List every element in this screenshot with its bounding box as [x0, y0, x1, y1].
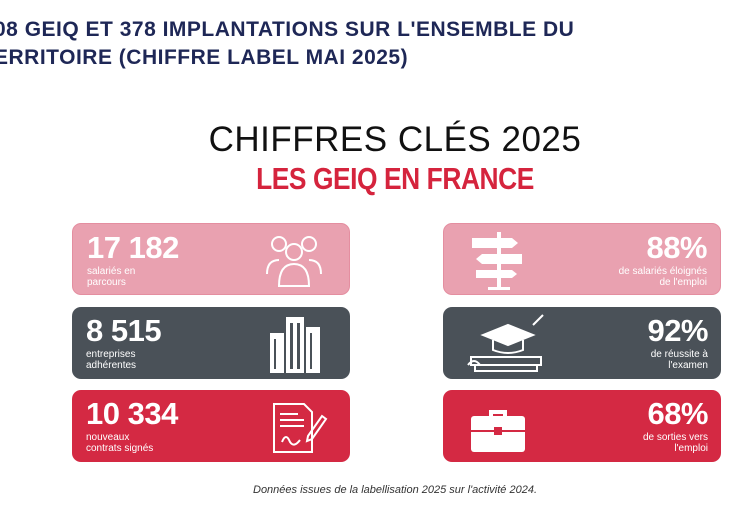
header-line: 08 GEIQ ET 378 IMPLANTATIONS SUR L'ENSEM…	[0, 18, 575, 41]
stat-label: salariés en parcours	[87, 266, 135, 288]
label-line: l'emploi	[674, 443, 708, 454]
stat-card: 92% de réussite à l'examen	[443, 307, 721, 379]
label-line: nouveaux	[86, 432, 130, 443]
stat-label: de salariés éloignés de l'emploi	[619, 266, 707, 288]
stat-value: 8 515	[86, 313, 162, 348]
stat-value: 88%	[646, 230, 707, 265]
stat-card: 68% de sorties vers l'emploi	[443, 390, 721, 462]
stat-card: 8 515 entreprises adhérentes	[72, 307, 350, 379]
label-line: adhérentes	[86, 360, 137, 371]
title: CHIFFRES CLÉS 2025	[208, 120, 582, 159]
label-line: de l'emploi	[659, 277, 708, 288]
stat-card: 10 334 nouveaux contrats signés	[72, 390, 350, 462]
stat-value: 10 334	[86, 396, 178, 431]
label-line: de réussite à	[650, 349, 708, 360]
stat-card: 17 182 salariés en parcours	[72, 223, 350, 295]
stat-value: 92%	[647, 313, 708, 348]
stat-label: nouveaux contrats signés	[86, 432, 153, 454]
signpost-icon	[472, 232, 522, 290]
stat-card: 88% de salariés éloignés de l'emploi	[443, 223, 721, 295]
stat-label: de sorties vers l'emploi	[643, 432, 708, 454]
label-line: entreprises	[86, 349, 136, 360]
stat-label: de réussite à l'examen	[651, 349, 708, 371]
briefcase-icon	[471, 410, 525, 452]
footnote: Données issues de la labellisation 2025 …	[253, 484, 537, 496]
graduation-icon	[467, 314, 544, 372]
header-line: ERRITOIRE (CHIFFRE LABEL MAI 2025)	[0, 46, 409, 69]
stat-value: 68%	[647, 396, 708, 431]
label-line: l'examen	[668, 360, 708, 371]
label-line: parcours	[87, 277, 126, 288]
label-line: de salariés éloignés	[618, 266, 707, 277]
people-icon	[266, 236, 322, 287]
stat-value: 17 182	[87, 230, 179, 265]
stat-label: entreprises adhérentes	[86, 349, 136, 371]
label-line: salariés en	[87, 266, 136, 277]
building-icon	[270, 317, 320, 373]
label-line: de sorties vers	[642, 432, 708, 443]
label-line: contrats signés	[86, 443, 154, 454]
subtitle: LES GEIQ EN FRANCE	[256, 161, 534, 196]
contract-icon	[273, 403, 328, 453]
